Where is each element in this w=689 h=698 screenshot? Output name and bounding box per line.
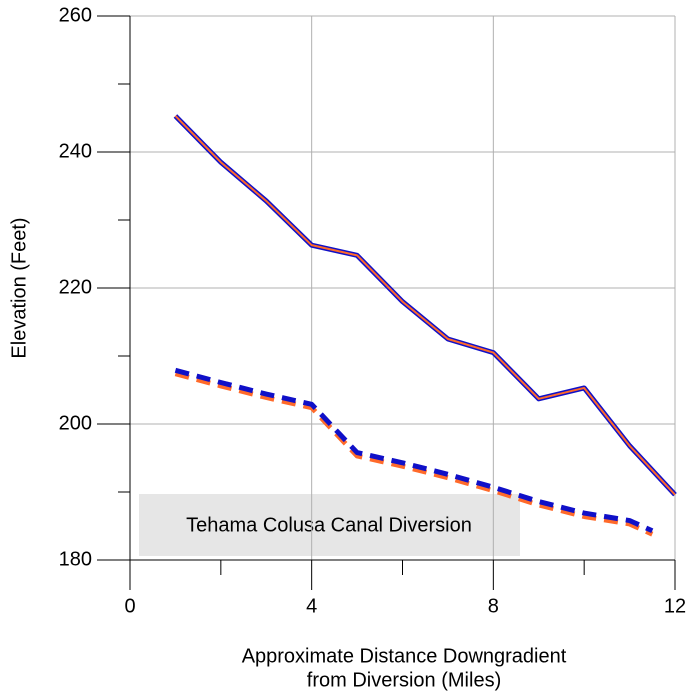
- annotation: Tehama Colusa Canal Diversion: [186, 514, 472, 536]
- series-line: [174, 367, 654, 534]
- x-tick-label: 0: [124, 595, 135, 617]
- series-line: [174, 115, 676, 496]
- y-axis-label: Elevation (Feet): [8, 217, 30, 358]
- y-tick-label: 240: [59, 140, 92, 162]
- y-tick-label: 260: [59, 4, 92, 26]
- x-tick-label: 12: [664, 595, 686, 617]
- y-tick-label: 220: [59, 276, 92, 298]
- y-tick-label: 180: [59, 548, 92, 570]
- series-line: [174, 371, 654, 537]
- x-axis-label: from Diversion (Miles): [307, 669, 501, 691]
- y-tick-label: 200: [59, 412, 92, 434]
- annotation-box: [139, 494, 520, 556]
- series-line: [173, 114, 677, 497]
- x-tick-label: 4: [306, 595, 317, 617]
- x-axis-label: Approximate Distance Downgradient: [242, 645, 567, 667]
- x-tick-label: 8: [488, 595, 499, 617]
